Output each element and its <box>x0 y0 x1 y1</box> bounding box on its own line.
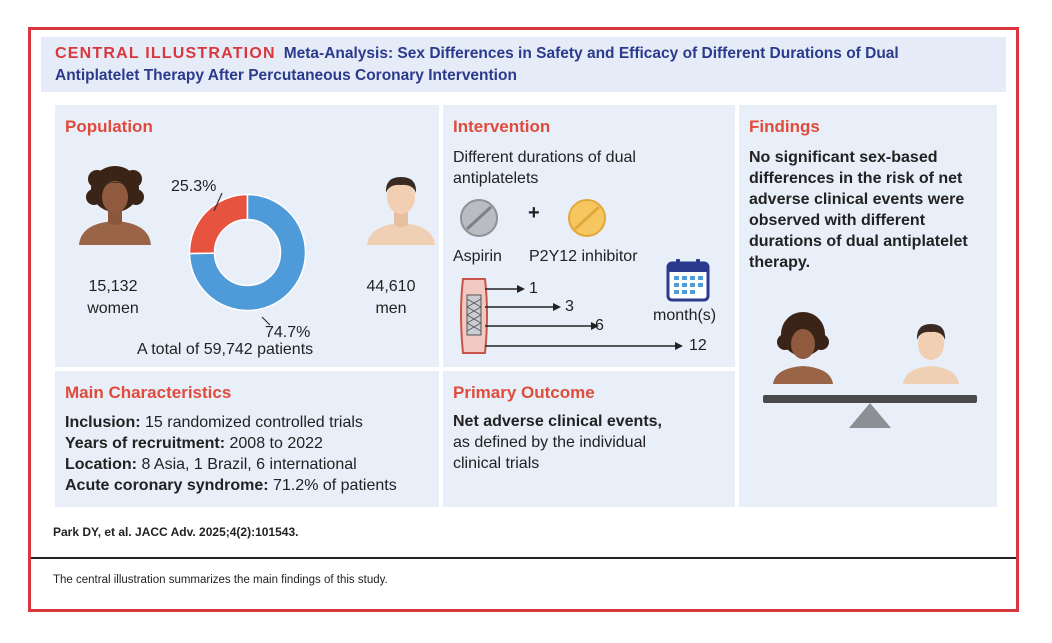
men-leader-line <box>261 316 271 326</box>
duration-12: 12 <box>689 337 707 354</box>
women-pct-label: 25.3% <box>171 178 217 195</box>
header-title-line2: Antiplatelet Therapy After Percutaneous … <box>55 67 517 84</box>
findings-line-3: adverse clinical events were <box>749 191 965 208</box>
scale-beam <box>763 395 977 403</box>
header: CENTRAL ILLUSTRATION Meta-Analysis: Sex D… <box>41 37 1006 92</box>
outcome-panel: Primary Outcome Net adverse clinical eve… <box>443 371 735 507</box>
total-patients: A total of 59,742 patients <box>137 341 314 358</box>
footer-divider <box>31 557 1016 559</box>
scale-fulcrum <box>849 403 891 428</box>
intervention-panel: Intervention Different durations of dual… <box>443 105 735 367</box>
characteristics-panel: Main Characteristics Inclusion: 15 rando… <box>55 371 439 507</box>
characteristics-title: Main Characteristics <box>65 383 232 402</box>
duration-3: 3 <box>565 298 574 315</box>
findings-title: Findings <box>749 117 820 136</box>
duration-1: 1 <box>529 280 538 297</box>
intervention-title: Intervention <box>453 117 551 136</box>
man-avatar-icon <box>367 177 435 245</box>
outcome-title: Primary Outcome <box>453 383 595 402</box>
findings-line-6: therapy. <box>749 254 811 271</box>
donut-slice-women <box>188 193 249 255</box>
p2y12-label: P2Y12 inhibitor <box>529 248 638 265</box>
outcome-line-1: Net adverse clinical events, <box>453 413 662 430</box>
illustration-frame: CENTRAL ILLUSTRATION Meta-Analysis: Sex D… <box>28 27 1019 612</box>
findings-line-2: differences in the risk of net <box>749 170 963 187</box>
findings-panel: Findings No significant sex-based differ… <box>739 105 997 507</box>
citation: Park DY, et al. JACC Adv. 2025;4(2):1015… <box>53 525 299 539</box>
plus-sign: + <box>528 202 540 224</box>
months-label: month(s) <box>653 307 717 324</box>
women-count: 15,132 <box>88 278 138 295</box>
findings-line-5: durations of dual antiplatelet <box>749 233 968 250</box>
intervention-desc-line2: antiplatelets <box>453 170 539 187</box>
population-panel: Population 25.3% 74.7% 15,132 women <box>55 105 439 367</box>
characteristic-item: Years of recruitment: 2008 to 2022 <box>65 435 323 452</box>
p2y12-pill-icon <box>568 199 606 237</box>
balance-scale-illustration <box>763 312 977 428</box>
header-title-line1: Meta-Analysis: Sex Differences in Safety… <box>283 45 899 62</box>
women-label: women <box>87 300 139 317</box>
woman-on-scale-icon <box>773 366 833 384</box>
findings-line-4: observed with different <box>749 212 926 229</box>
characteristic-item: Acute coronary syndrome: 71.2% of patien… <box>65 477 397 494</box>
donut-slice-men <box>188 193 307 312</box>
duration-6: 6 <box>595 317 604 334</box>
men-pct-label: 74.7% <box>265 324 311 341</box>
characteristic-item: Location: 8 Asia, 1 Brazil, 6 internatio… <box>65 456 357 473</box>
woman-avatar-icon <box>79 166 151 245</box>
header-label: CENTRAL ILLUSTRATION <box>55 45 276 62</box>
aspirin-label: Aspirin <box>453 248 502 265</box>
calendar-icon <box>666 259 710 302</box>
outcome-line-3: clinical trials <box>453 455 540 472</box>
men-count: 44,610 <box>366 278 416 295</box>
characteristic-item: Inclusion: 15 randomized controlled tria… <box>65 414 363 431</box>
aspirin-pill-icon <box>460 199 498 237</box>
man-on-scale-icon <box>903 366 959 384</box>
intervention-desc-line1: Different durations of dual <box>453 149 636 166</box>
women-leader-line <box>213 192 223 212</box>
duration-arrows-diagram <box>460 278 683 354</box>
outcome-line-2: as defined by the individual <box>453 434 647 451</box>
men-label: men <box>375 300 407 317</box>
footer-caption: The central illustration summarizes the … <box>53 574 388 586</box>
donut-slices <box>188 193 307 312</box>
population-title: Population <box>65 117 153 136</box>
findings-line-1: No significant sex-based <box>749 149 938 166</box>
population-donut-chart <box>188 192 307 326</box>
